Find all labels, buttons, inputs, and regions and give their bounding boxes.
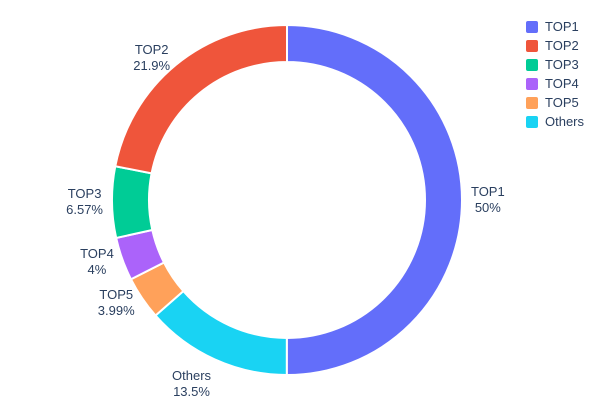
legend-item-TOP4[interactable]: TOP4 <box>526 77 584 91</box>
legend-item-TOP2[interactable]: TOP2 <box>526 39 584 53</box>
slice-label-name: TOP3 <box>67 186 102 202</box>
slice-label-TOP5: TOP5 3.99% <box>98 287 135 319</box>
legend-label: TOP4 <box>545 76 579 91</box>
legend-swatch-icon <box>526 59 538 71</box>
slice-label-TOP3: TOP3 6.57% <box>66 186 103 218</box>
legend-item-Others[interactable]: Others <box>526 115 584 129</box>
legend-label: Others <box>545 114 585 129</box>
slice-label-name: TOP5 <box>99 287 134 303</box>
pie-slice-TOP3[interactable] <box>111 165 154 240</box>
slice-label-name: Others <box>172 367 212 383</box>
legend-item-TOP5[interactable]: TOP5 <box>526 96 584 110</box>
slice-label-percent: 4% <box>87 262 107 278</box>
legend-label: TOP3 <box>545 57 579 72</box>
legend-swatch-icon <box>526 21 538 33</box>
slice-label-percent: 50% <box>474 200 501 216</box>
slice-label-TOP1: TOP1 50% <box>471 184 505 216</box>
legend-label: TOP5 <box>545 95 579 110</box>
legend-label: TOP1 <box>545 19 579 34</box>
pie-slice-Others[interactable] <box>154 289 288 377</box>
legend-swatch-icon <box>526 97 538 109</box>
legend-swatch-icon <box>526 116 538 128</box>
slice-label-TOP4: TOP4 4% <box>80 246 114 278</box>
slice-label-name: TOP4 <box>80 246 114 262</box>
pie-slice-TOP2[interactable] <box>114 23 288 175</box>
legend-label: TOP2 <box>545 38 579 53</box>
legend: TOP1 TOP2 TOP3 TOP4 TOP5 Others <box>526 20 584 129</box>
legend-item-TOP1[interactable]: TOP1 <box>526 20 584 34</box>
slice-label-name: TOP1 <box>470 184 505 200</box>
legend-swatch-icon <box>526 78 538 90</box>
slice-label-Others: Others 13.5% <box>172 368 211 400</box>
legend-swatch-icon <box>526 40 538 52</box>
pie-slice-TOP1[interactable] <box>285 23 463 377</box>
slice-label-name: TOP2 <box>134 41 169 57</box>
slice-label-percent: 3.99% <box>97 303 135 319</box>
slice-label-percent: 6.57% <box>66 202 103 218</box>
slice-label-percent: 13.5% <box>173 383 210 399</box>
slice-label-percent: 21.9% <box>133 57 171 73</box>
legend-item-TOP3[interactable]: TOP3 <box>526 58 584 72</box>
slice-label-TOP2: TOP2 21.9% <box>133 42 170 74</box>
